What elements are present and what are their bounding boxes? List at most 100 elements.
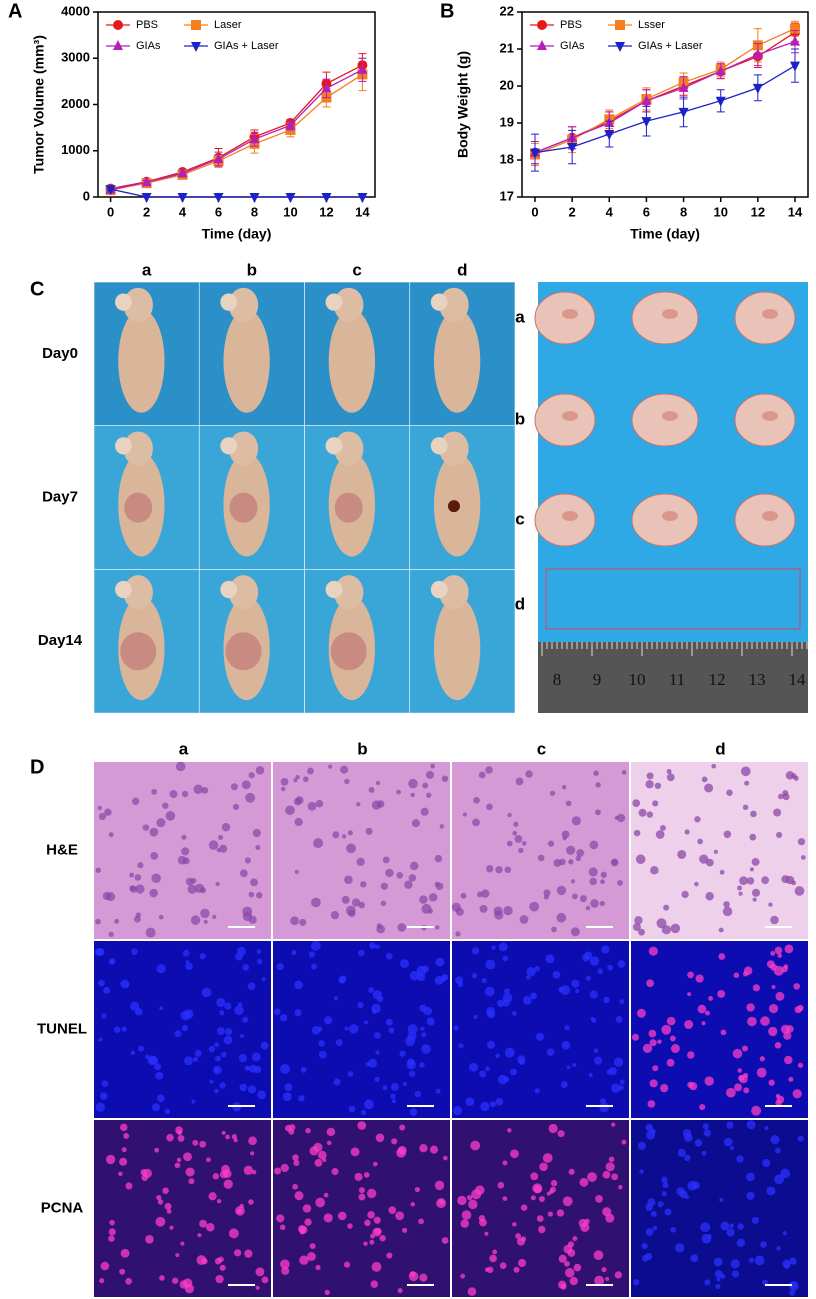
cell xyxy=(98,812,107,821)
cell xyxy=(356,802,361,807)
cell xyxy=(481,977,487,984)
cell xyxy=(293,1159,300,1167)
cell xyxy=(123,1133,130,1139)
cell xyxy=(421,1044,431,1054)
cell xyxy=(181,834,187,840)
cell xyxy=(595,809,601,816)
marker xyxy=(641,94,652,105)
cell xyxy=(732,1048,743,1059)
cell xyxy=(611,1173,619,1181)
cell xyxy=(600,871,607,879)
cell xyxy=(182,949,190,957)
row-label: Day0 xyxy=(42,345,78,362)
cell xyxy=(130,1001,140,1011)
cell xyxy=(423,1006,433,1016)
cell xyxy=(636,1008,646,1018)
cell xyxy=(751,1216,759,1224)
legend-marker xyxy=(615,20,625,30)
cell xyxy=(788,1076,794,1082)
cell xyxy=(542,1153,553,1163)
mouse-ear xyxy=(220,437,238,455)
cell xyxy=(219,844,228,853)
cell xyxy=(309,1243,316,1250)
column-label: c xyxy=(352,260,361,279)
cell xyxy=(276,1214,285,1223)
mouse-head xyxy=(228,431,259,466)
cell xyxy=(534,965,540,972)
cell xyxy=(556,885,567,896)
legend-marker xyxy=(113,20,123,30)
cell xyxy=(159,1006,164,1011)
cell xyxy=(251,1052,261,1062)
cell xyxy=(702,1123,709,1130)
cell xyxy=(634,916,643,925)
cell xyxy=(594,1275,605,1286)
cell xyxy=(569,1276,578,1286)
cell xyxy=(701,1233,712,1244)
cell xyxy=(717,989,726,998)
cell xyxy=(434,975,444,985)
cell xyxy=(375,1050,380,1055)
cell xyxy=(370,1280,379,1288)
cell xyxy=(261,1276,269,1284)
cell xyxy=(435,882,444,891)
series-line xyxy=(534,28,796,156)
cell xyxy=(656,918,667,929)
cell xyxy=(151,873,161,884)
cell xyxy=(558,986,564,993)
mouse-head xyxy=(439,575,469,610)
cell xyxy=(535,1032,545,1041)
cell xyxy=(487,1010,496,1019)
cell xyxy=(307,1252,316,1261)
cell xyxy=(467,1287,477,1296)
cell xyxy=(162,802,169,809)
cell xyxy=(605,1277,610,1282)
empty-box xyxy=(545,568,801,630)
cell xyxy=(219,1082,226,1089)
cell xyxy=(573,1263,582,1272)
cell xyxy=(513,821,519,827)
cell xyxy=(405,1036,416,1047)
cell xyxy=(194,883,205,894)
marker xyxy=(249,133,260,144)
cell xyxy=(743,966,753,975)
cell xyxy=(248,1199,254,1205)
marker xyxy=(213,193,224,203)
cell xyxy=(479,1218,487,1227)
cell xyxy=(718,927,724,933)
cell xyxy=(347,830,353,836)
cell xyxy=(543,894,549,900)
cell xyxy=(614,1271,623,1279)
cell xyxy=(519,915,529,924)
cell xyxy=(175,1253,180,1258)
cell xyxy=(441,1237,449,1244)
cell xyxy=(328,764,333,769)
x-tick-label: 0 xyxy=(531,204,538,219)
cell xyxy=(216,848,221,853)
cell xyxy=(357,1001,364,1009)
cell xyxy=(347,1071,354,1077)
cell xyxy=(224,1027,233,1036)
cell xyxy=(455,931,461,937)
cell xyxy=(797,1062,804,1068)
marker xyxy=(641,117,652,128)
marker xyxy=(357,193,368,203)
cell xyxy=(485,766,493,774)
cell xyxy=(720,1221,730,1231)
cell xyxy=(304,1218,312,1226)
cell xyxy=(181,790,189,798)
cell xyxy=(95,1102,106,1112)
plot-frame xyxy=(521,11,809,198)
cell xyxy=(457,981,464,988)
marker xyxy=(141,176,152,187)
cell xyxy=(461,1210,472,1220)
y-tick-label: 0 xyxy=(83,188,90,203)
cell xyxy=(517,1055,526,1064)
cell xyxy=(188,1178,195,1185)
series-line xyxy=(110,188,363,198)
cell xyxy=(192,1056,199,1062)
cell xyxy=(746,877,755,885)
cell xyxy=(103,986,111,994)
cell xyxy=(652,800,659,807)
cell xyxy=(638,928,645,936)
